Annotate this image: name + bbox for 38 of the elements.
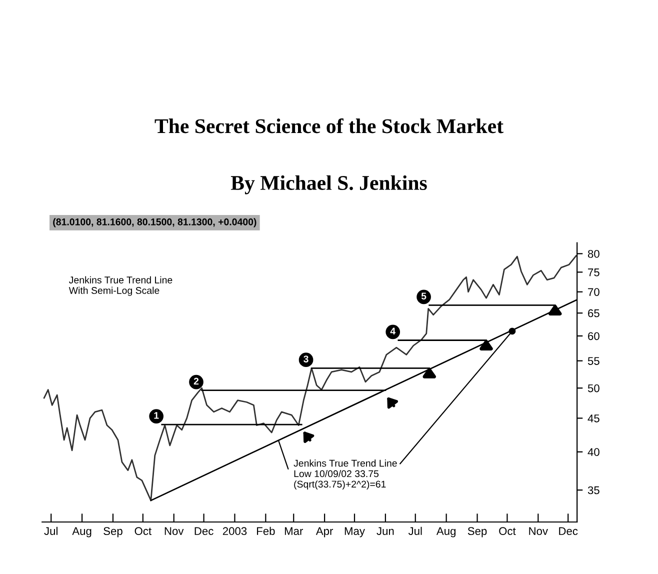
x-tick-label: May <box>344 527 365 538</box>
y-tick-label: 55 <box>588 357 600 365</box>
x-tick-label: Apr <box>316 527 334 538</box>
annotation: 5 <box>421 292 426 300</box>
annotation: 1 <box>154 412 159 419</box>
y-tick-label: 60 <box>588 332 600 340</box>
x-tick-label: 2003 <box>222 527 247 536</box>
x-tick-label: Jul <box>44 526 58 536</box>
x-tick-label: Feb <box>257 526 275 536</box>
x-tick-label: Dec <box>559 527 578 536</box>
y-tick-label: 70 <box>588 288 600 296</box>
y-tick-label: 65 <box>588 309 600 318</box>
x-tick-label: Jul <box>408 526 422 536</box>
x-tick-label: Nov <box>529 527 548 536</box>
x-tick-label: Mar <box>284 527 304 536</box>
chart-title: The Secret Science of the Stock Market <box>154 118 504 134</box>
x-tick-label: Aug <box>72 527 92 538</box>
x-tick-label: Sep <box>468 527 487 538</box>
y-tick-label: 75 <box>588 268 600 276</box>
x-tick-label: Oct <box>499 527 516 536</box>
annotation: Jenkins True Trend Line With Semi-Log Scale <box>68 276 172 296</box>
annotation: Jenkins True Trend Line Low 10/09/02 33.75 (Sqrt(33.75)+2^2)=61 <box>294 460 397 490</box>
x-tick-label: Sep <box>104 527 122 538</box>
x-tick-label: Jun <box>376 527 394 536</box>
x-tick-label: Aug <box>436 527 456 538</box>
annotation: 3 <box>304 356 308 362</box>
y-tick-label: 35 <box>588 486 600 494</box>
x-tick-label: Nov <box>164 527 184 536</box>
y-tick-label: 80 <box>588 250 600 258</box>
text: (81.0100, 81.1600, 80.1500, 81.1300, +0.0400) <box>53 218 256 228</box>
y-tick-label: 45 <box>588 414 600 422</box>
annotation: 4 <box>390 328 396 334</box>
chart-subtitle: By Michael S. Jenkins <box>230 175 427 194</box>
y-tick-label: 40 <box>588 448 600 456</box>
x-tick-label: Oct <box>134 527 152 536</box>
x-tick-label: Dec <box>194 527 214 536</box>
annotation: 2 <box>194 378 199 385</box>
y-tick-label: 50 <box>588 384 600 392</box>
